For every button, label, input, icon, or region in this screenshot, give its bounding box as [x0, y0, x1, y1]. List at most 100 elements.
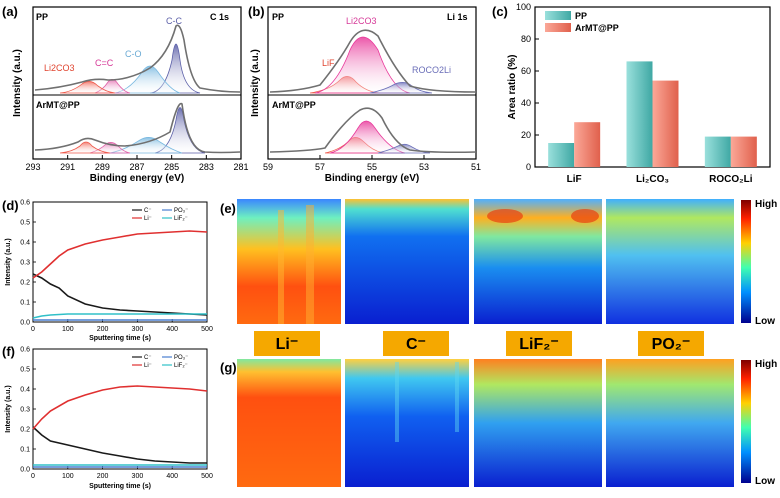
f-legend-cminus: C⁻ [144, 355, 152, 361]
panel-b-peak-label-roco: ROCO2Li [412, 65, 451, 75]
x-tick-label: 287 [129, 162, 144, 172]
panel-b-xlabel: Binding energy (eV) [325, 173, 419, 184]
f-legend-lif2: LiF₂⁻ [174, 363, 188, 369]
category-label: ROCO₂Li [709, 174, 753, 185]
panel-b-letter: (b) [248, 4, 265, 19]
y-tick-label: 40 [521, 98, 531, 108]
bar-pp [548, 143, 575, 167]
colorbar-e [741, 200, 751, 323]
x-tick-label: 400 [166, 473, 178, 480]
map-e-c [345, 199, 469, 324]
x-tick-label: 100 [62, 326, 74, 333]
panel-a-peak-label-co: C-O [125, 49, 142, 59]
f-legend-po3: PO₃⁻ [174, 355, 188, 361]
panel-f-plot: 0.0 0.1 0.2 0.3 0.4 0.5 0.6 0 100 200 300 400 500 [20, 347, 213, 481]
panel-a-peak-label-cec: C=C [95, 58, 114, 68]
x-tick-label: 0 [31, 473, 35, 480]
f-legend-li: Li⁻ [144, 363, 152, 369]
colorbar-e-low: Low [755, 316, 775, 327]
panel-d-legend: C⁻ PO₃⁻ Li⁻ LiF₂⁻ [132, 208, 188, 222]
map-g-po2 [606, 359, 734, 487]
x-tick-label: 200 [97, 326, 109, 333]
x-tick-label: 300 [132, 473, 144, 480]
x-tick-label: 289 [95, 162, 110, 172]
x-tick-label: 293 [25, 162, 40, 172]
panel-b-pp-envelope [269, 29, 477, 93]
series-line [32, 313, 207, 319]
panel-a-armt-li2co3-peak [59, 141, 111, 154]
panel-d-letter: (d) [2, 198, 19, 213]
panel-a-peak-label-li2co3: Li2CO3 [44, 63, 75, 73]
d-legend-cminus: C⁻ [144, 208, 152, 214]
colorbar-g-low: Low [755, 476, 775, 487]
panel-b: (b) PP Li 1s ArMT@PP LiF Li2CO3 ROCO2Li … [248, 4, 481, 184]
colorbar-g-high: High [755, 359, 777, 370]
x-tick-label: 0 [31, 326, 35, 333]
x-tick-label: 283 [199, 162, 214, 172]
panel-b-armt-li2co3-peak [329, 120, 406, 154]
x-tick-label: 200 [97, 473, 109, 480]
legend-label-pp: PP [575, 11, 587, 21]
panel-g-letter: (g) [220, 360, 237, 375]
y-tick-label: 0.0 [20, 320, 30, 327]
x-tick-label: 281 [233, 162, 248, 172]
y-tick-label: 0.5 [20, 367, 30, 374]
badge-lif2 [506, 331, 572, 356]
bar-armt-pp [730, 136, 757, 167]
x-tick-label: 291 [60, 162, 75, 172]
y-tick-label: 0.3 [20, 260, 30, 267]
panel-a-letter: (a) [2, 4, 18, 19]
map-e-lif2-hotspot-1 [487, 209, 523, 223]
panel-b-pp-roco-peak [369, 82, 433, 94]
x-tick-label: 500 [201, 473, 213, 480]
series-line [32, 230, 208, 279]
y-tick-label: 0.6 [20, 347, 30, 354]
panel-f-xlabel: Sputtering time (s) [89, 483, 151, 490]
badge-c-text: C⁻ [406, 336, 426, 353]
x-tick-label: 55 [367, 162, 377, 172]
y-tick-label: 60 [521, 66, 531, 76]
panel-d-ylabel: Intensity (a.u.) [5, 238, 12, 285]
badge-c [383, 331, 449, 356]
panel-c-ylabel: Area ratio (%) [507, 54, 518, 119]
category-label: Li₂CO₃ [636, 174, 669, 185]
map-g-lif2 [474, 359, 602, 487]
panel-a-pp-envelope [34, 24, 241, 93]
panel-c-legend: PP ArMT@PP [545, 11, 619, 33]
d-legend-li: Li⁻ [144, 216, 152, 222]
x-tick-label: 100 [62, 473, 74, 480]
panel-b-bottom-sample: ArMT@PP [272, 100, 316, 110]
badge-li [254, 331, 320, 356]
map-g-c-streak-1 [395, 362, 399, 442]
y-tick-label: 0.0 [20, 467, 30, 474]
colorbar-e-high: High [755, 199, 777, 210]
panel-a-xticks: 293 291 289 287 285 283 281 [25, 155, 249, 172]
map-e-lif2-hotspot-2 [571, 209, 599, 223]
panel-d-plot: 0.0 0.1 0.2 0.3 0.4 0.5 0.6 0 100 200 300 400 500 [20, 200, 213, 334]
y-tick-label: 0.2 [20, 280, 30, 287]
panel-d: (d) 0.0 0.1 0.2 0.3 0.4 0.5 0.6 0 100 200 300 400 50… [2, 198, 213, 342]
badge-lif2-text: LiF₂⁻ [519, 336, 559, 353]
x-tick-label: 285 [164, 162, 179, 172]
legend-swatch-pp [545, 11, 571, 20]
map-e-li-streak-1 [278, 210, 284, 324]
map-g-li [237, 359, 341, 487]
panel-c-letter: (c) [492, 4, 508, 19]
panel-b-armt-envelope [269, 107, 477, 154]
series-line [32, 426, 207, 464]
y-tick-label: 0.1 [20, 300, 30, 307]
y-tick-label: 0.4 [20, 240, 30, 247]
y-tick-label: 0.4 [20, 387, 30, 394]
series-line [32, 385, 208, 430]
y-tick-label: 0.6 [20, 200, 30, 207]
y-tick-label: 0.3 [20, 407, 30, 414]
d-legend-po3: PO₃⁻ [174, 208, 188, 214]
x-tick-label: 400 [166, 326, 178, 333]
panel-c: (c) Area ratio (%) 0 20 40 60 80 100 LiF Li₂CO… [492, 2, 771, 185]
panel-a-peak-label-cc: C-C [166, 16, 182, 26]
y-tick-label: 20 [521, 130, 531, 140]
map-g-c [345, 359, 469, 487]
panel-a-armt-envelope [34, 102, 241, 154]
panel-c-yticks: 0 20 40 60 80 100 [516, 2, 539, 172]
y-tick-label: 0.1 [20, 447, 30, 454]
